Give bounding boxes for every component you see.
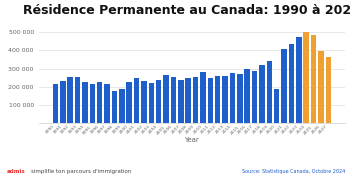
Bar bbox=[259, 65, 265, 123]
Bar bbox=[156, 80, 162, 123]
Bar bbox=[193, 77, 198, 123]
Bar bbox=[53, 84, 58, 123]
Bar bbox=[149, 83, 154, 123]
Bar bbox=[289, 43, 294, 123]
Bar bbox=[303, 32, 309, 123]
Bar bbox=[186, 78, 191, 123]
Bar bbox=[171, 77, 176, 123]
Bar bbox=[112, 92, 117, 123]
Bar bbox=[126, 82, 132, 123]
Bar bbox=[274, 89, 279, 123]
Title: Résidence Permanente au Canada: 1990 à 2027: Résidence Permanente au Canada: 1990 à 2… bbox=[23, 4, 352, 17]
Bar bbox=[60, 81, 65, 123]
Bar bbox=[178, 80, 183, 123]
Bar bbox=[200, 72, 206, 123]
Bar bbox=[318, 51, 324, 123]
Bar bbox=[67, 77, 73, 123]
Bar bbox=[75, 77, 80, 123]
Bar bbox=[244, 69, 250, 123]
Bar bbox=[281, 49, 287, 123]
Bar bbox=[97, 82, 102, 123]
Bar bbox=[215, 76, 220, 123]
Text: admis: admis bbox=[7, 169, 26, 174]
Text: Source: Statistique Canada, Octobre 2024: Source: Statistique Canada, Octobre 2024 bbox=[242, 169, 345, 174]
Bar bbox=[252, 71, 257, 123]
Bar bbox=[311, 35, 316, 123]
Bar bbox=[119, 89, 125, 123]
Bar bbox=[141, 81, 147, 123]
Bar bbox=[134, 78, 139, 123]
Bar bbox=[104, 84, 110, 123]
Bar bbox=[222, 76, 228, 123]
Bar bbox=[326, 57, 331, 123]
Bar bbox=[82, 82, 88, 123]
Bar bbox=[208, 78, 213, 123]
Bar bbox=[296, 37, 302, 123]
X-axis label: Year: Year bbox=[184, 137, 199, 143]
Text: simplifie ton parcours d'immigration: simplifie ton parcours d'immigration bbox=[31, 169, 131, 174]
Bar bbox=[163, 76, 169, 123]
Bar bbox=[230, 73, 235, 123]
Bar bbox=[266, 61, 272, 123]
Bar bbox=[237, 74, 243, 123]
Bar bbox=[89, 84, 95, 123]
